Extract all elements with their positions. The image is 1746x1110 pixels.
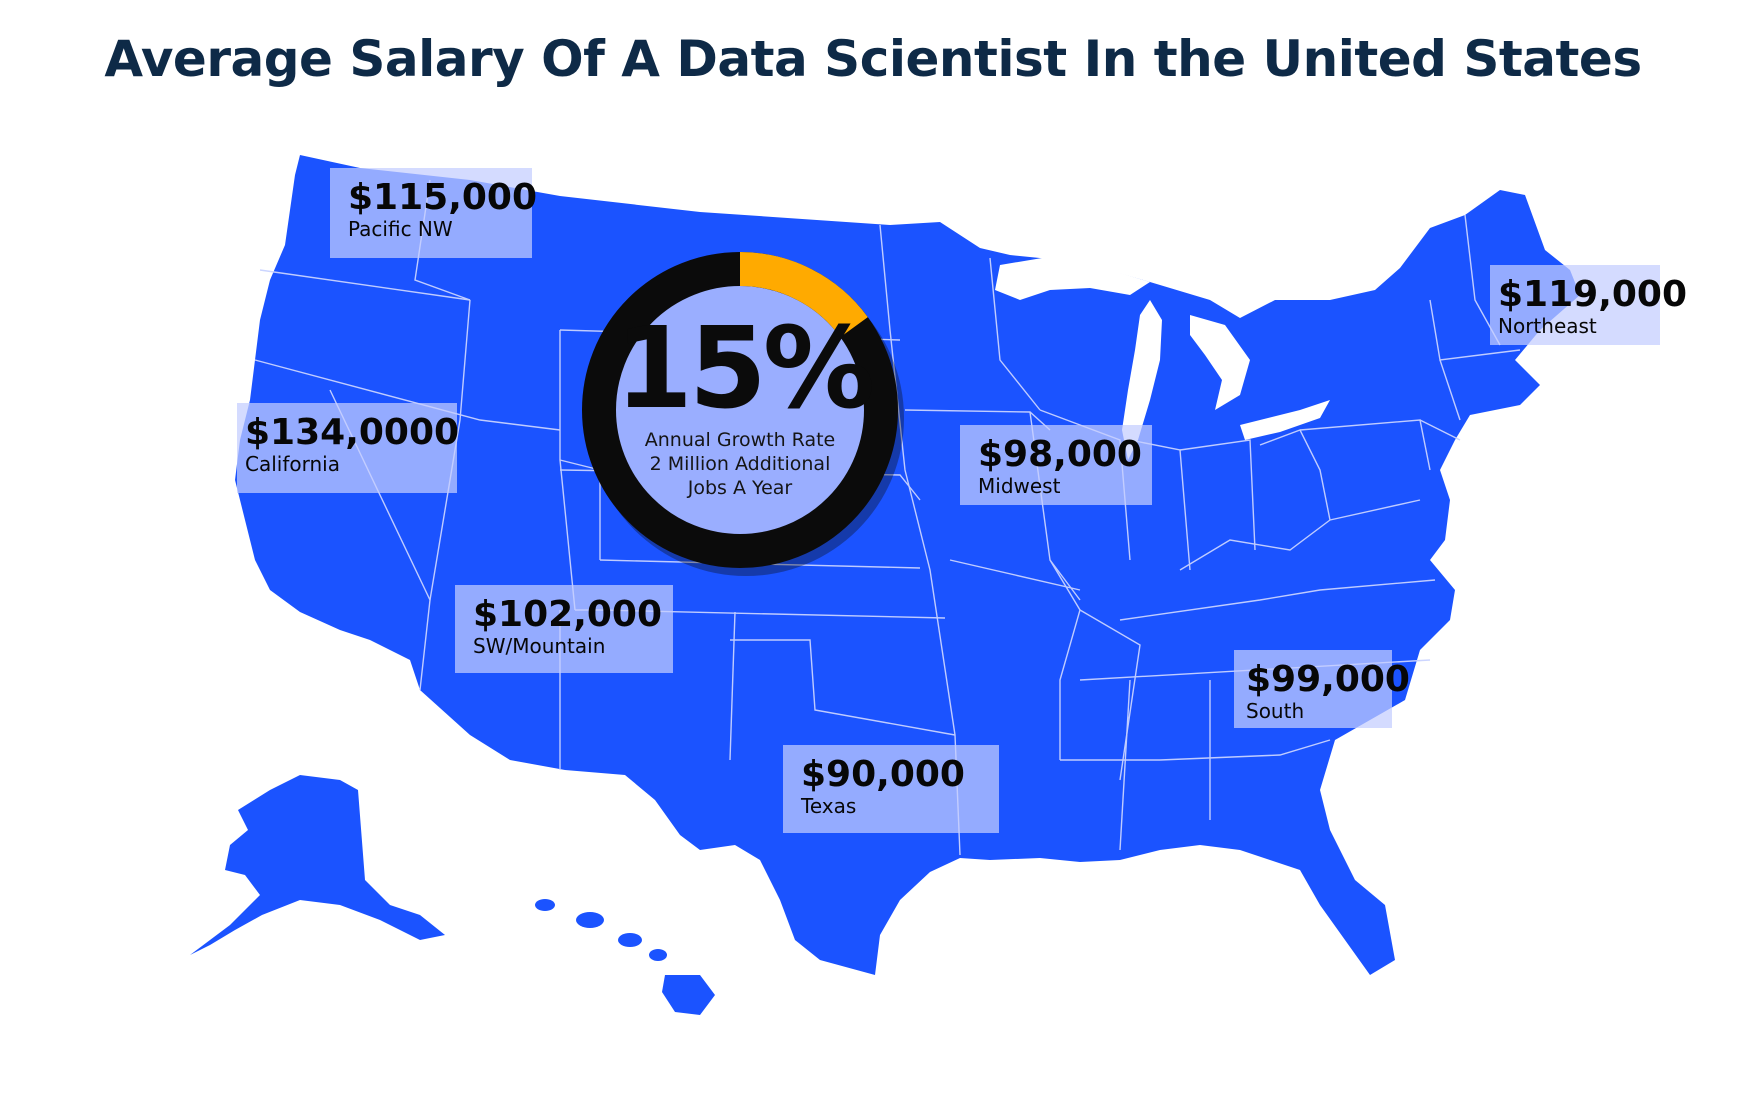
alaska-shape <box>190 775 445 955</box>
growth-note-line-2: 2 Million Additional <box>649 453 831 475</box>
region-name: California <box>245 452 340 476</box>
region-label-pacific-nw: $115,000 Pacific NW <box>330 168 538 258</box>
region-amount: $115,000 <box>348 177 538 218</box>
lake-huron <box>1190 315 1250 410</box>
region-amount: $102,000 <box>473 594 663 635</box>
growth-note-line-3: Jobs A Year <box>687 477 793 499</box>
region-name: Northeast <box>1498 314 1597 338</box>
region-label-texas: $90,000 Texas <box>783 745 999 833</box>
page-title: Average Salary Of A Data Scientist In th… <box>104 30 1642 88</box>
growth-ring <box>582 252 904 576</box>
region-label-south: $99,000 South <box>1234 650 1410 728</box>
region-name: Texas <box>801 794 857 818</box>
growth-stat: 15% Annual Growth Rate 2 Million Additio… <box>615 304 875 500</box>
lake-superior <box>995 255 1150 300</box>
region-label-california: $134,0000 California <box>237 403 460 493</box>
lake-erie <box>1240 400 1330 440</box>
contiguous-us-shape <box>235 155 1580 975</box>
region-label-northeast: $119,000 Northeast <box>1490 265 1688 345</box>
region-name: Midwest <box>978 474 1061 498</box>
hawaii-shape <box>535 899 715 1015</box>
region-name: SW/Mountain <box>473 634 606 658</box>
region-amount: $90,000 <box>801 754 965 795</box>
region-label-sw-mountain: $102,000 SW/Mountain <box>455 585 673 673</box>
region-amount: $99,000 <box>1246 659 1410 700</box>
region-name: Pacific NW <box>348 217 453 241</box>
region-label-midwest: $98,000 Midwest <box>960 425 1152 505</box>
growth-note-line-1: Annual Growth Rate <box>644 429 836 451</box>
region-amount: $98,000 <box>978 434 1142 475</box>
growth-progress-arc <box>739 252 868 338</box>
lake-michigan <box>1122 300 1162 460</box>
region-amount: $119,000 <box>1498 274 1688 315</box>
region-amount: $134,0000 <box>245 412 460 453</box>
growth-percent: 15% <box>615 304 875 434</box>
region-name: South <box>1246 699 1305 723</box>
